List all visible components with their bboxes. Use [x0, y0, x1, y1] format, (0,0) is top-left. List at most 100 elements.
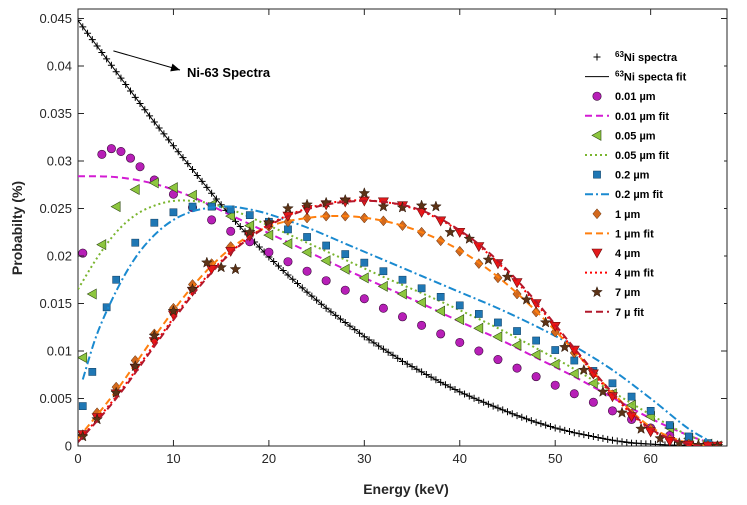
axes-layer: 0 10 20 30 40 50 60 0 0.005 0.01 0.015 0.02 0.025 0.0…	[39, 9, 727, 466]
data-point	[167, 182, 178, 194]
data-point	[494, 318, 502, 327]
data-point	[513, 327, 521, 335]
data-point	[397, 312, 407, 322]
data-point	[78, 352, 88, 364]
series-7	[81, 205, 718, 446]
data-point	[455, 301, 464, 310]
data-point	[302, 266, 312, 276]
data-point	[207, 215, 217, 225]
data-point	[322, 241, 330, 250]
data-point	[377, 200, 390, 212]
series-1	[78, 20, 718, 446]
data-point	[520, 293, 533, 305]
y-tick-label: 0	[65, 439, 72, 454]
data-point	[597, 385, 609, 397]
data-point	[360, 258, 369, 267]
legend-label: 0.2 µm	[615, 170, 650, 182]
data-point	[102, 303, 111, 312]
data-point	[86, 288, 97, 300]
data-point	[436, 293, 445, 301]
data-point	[473, 322, 484, 334]
legend-label: 0.01 µm	[615, 91, 656, 103]
data-point	[135, 162, 145, 172]
data-point	[377, 280, 388, 292]
series-line	[78, 199, 718, 446]
y-tick-label: 0.015	[39, 296, 72, 311]
data-point	[321, 276, 331, 286]
legend-label: 1 µm	[615, 209, 641, 221]
data-point	[607, 406, 617, 416]
data-point	[263, 229, 274, 241]
data-point	[569, 389, 579, 399]
data-point	[454, 314, 465, 326]
annotation-label: Ni-63 Spectra	[187, 65, 271, 80]
data-point	[188, 202, 197, 211]
data-point	[588, 397, 598, 407]
legend-label-main: Ni specta fit	[624, 72, 687, 84]
data-point	[112, 275, 121, 284]
series-5	[78, 199, 718, 446]
data-point	[711, 439, 724, 446]
data-point	[415, 199, 428, 211]
data-point	[129, 359, 142, 372]
y-tick-label: 0.02	[47, 249, 72, 264]
data-point	[625, 399, 636, 411]
y-tick-label: 0.035	[39, 106, 72, 121]
data-point	[415, 297, 426, 309]
data-point	[150, 218, 159, 227]
data-point	[148, 329, 161, 341]
data-point	[417, 320, 427, 330]
legend-label-sup: 63	[615, 70, 624, 79]
data-point	[283, 257, 293, 267]
data-point	[78, 16, 82, 24]
series-line	[78, 199, 718, 446]
series-line	[78, 199, 718, 446]
data-point	[550, 380, 560, 390]
legend-label: 1 µm fit	[615, 228, 654, 240]
data-point	[539, 316, 552, 328]
plot-series-layer	[78, 16, 724, 446]
data-point	[444, 226, 457, 238]
legend-label: 7 µ fit	[615, 307, 644, 319]
legend-label: 0.05 µm	[615, 130, 656, 142]
data-point	[301, 246, 312, 258]
x-axis-title: Energy (keV)	[363, 481, 449, 497]
data-point	[78, 248, 88, 258]
y-tick-label: 0.025	[39, 201, 72, 216]
legend-swatch	[591, 129, 602, 141]
x-tick-label: 50	[548, 451, 562, 466]
data-point	[97, 149, 107, 159]
data-point	[226, 226, 236, 236]
annotation: Ni-63 Spectra	[113, 50, 271, 80]
data-point	[616, 406, 628, 418]
data-point	[558, 340, 571, 353]
data-point	[225, 210, 236, 222]
data-point	[379, 267, 388, 276]
data-point	[532, 336, 540, 345]
data-point	[200, 256, 213, 268]
data-point	[455, 337, 465, 347]
data-point	[435, 216, 447, 227]
data-point	[549, 358, 560, 370]
data-point	[186, 283, 199, 295]
annotation-arrow-head	[170, 63, 180, 72]
data-point	[429, 200, 442, 212]
data-point	[282, 238, 293, 250]
legend-label: 63Ni spectra	[615, 50, 678, 64]
y-tick-label: 0.005	[39, 391, 72, 406]
data-point	[243, 226, 256, 238]
y-tick-label: 0.04	[47, 59, 72, 74]
data-point	[341, 250, 350, 258]
data-point	[302, 212, 312, 224]
series-6	[78, 202, 722, 446]
y-tick-label: 0.01	[47, 344, 72, 359]
data-point	[186, 189, 197, 201]
data-point	[435, 305, 445, 317]
data-point	[568, 368, 579, 380]
data-point	[474, 346, 484, 356]
data-point	[116, 147, 126, 157]
series-13	[78, 199, 718, 446]
data-point	[646, 407, 655, 415]
data-point	[627, 392, 636, 401]
legend-label-main: Ni spectra	[624, 52, 678, 64]
